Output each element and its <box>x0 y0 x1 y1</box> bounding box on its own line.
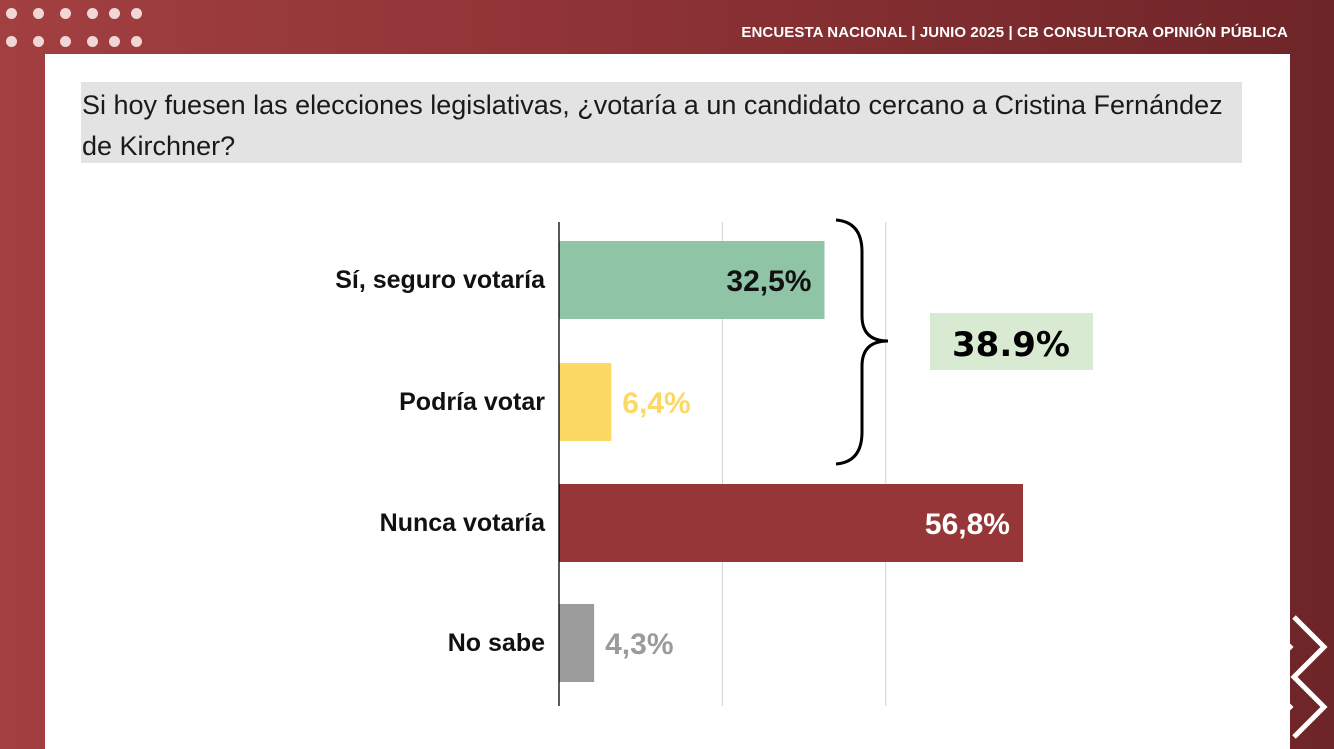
category-label: Nunca votaría <box>380 509 546 537</box>
content-panel <box>45 54 1290 749</box>
value-label: 6,4% <box>622 387 690 420</box>
category-label: No sabe <box>448 629 545 657</box>
category-label: Podría votar <box>399 388 545 416</box>
bar <box>559 604 595 682</box>
bar <box>559 484 1023 562</box>
decorative-dots <box>6 8 146 52</box>
question-text: Si hoy fuesen las elecciones legislativa… <box>81 82 1242 163</box>
value-label: 32,5% <box>726 265 811 298</box>
category-label: Sí, seguro votaría <box>335 266 546 294</box>
value-label: 4,3% <box>605 628 673 661</box>
bar <box>559 241 825 319</box>
bar <box>559 363 612 441</box>
annotation-label: 38.9% <box>952 325 1070 365</box>
survey-header: ENCUESTA NACIONAL | JUNIO 2025 | CB CONS… <box>741 24 1288 41</box>
group-brace <box>835 218 889 466</box>
annotation-box <box>930 313 1093 370</box>
value-label: 56,8% <box>925 508 1010 541</box>
chevron-decoration <box>1256 615 1328 739</box>
